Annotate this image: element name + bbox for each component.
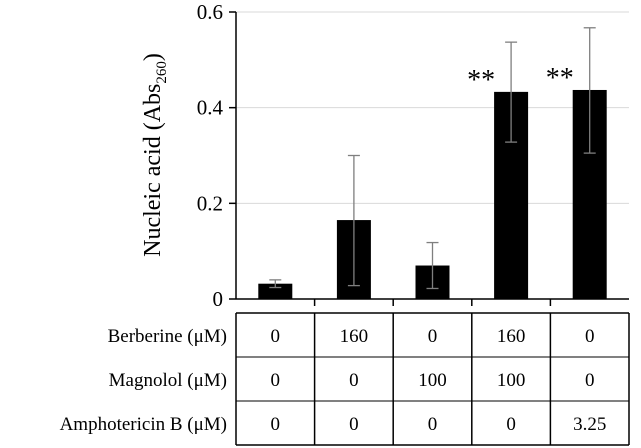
condition-cell: 160 xyxy=(497,326,526,347)
condition-cell: 0 xyxy=(349,370,359,391)
y-tick-label: 0.4 xyxy=(197,96,224,120)
condition-cell: 0 xyxy=(428,326,438,347)
condition-cell: 100 xyxy=(418,370,447,391)
y-tick-label: 0.6 xyxy=(197,0,223,24)
y-tick-label: 0.2 xyxy=(197,191,223,215)
y-tick-label: 0 xyxy=(213,287,224,311)
condition-cell: 0 xyxy=(271,326,281,347)
error-bar xyxy=(583,27,596,154)
significance-markers: ** ** xyxy=(467,63,574,96)
condition-cell: 100 xyxy=(497,370,526,391)
y-axis-label-close: ) xyxy=(140,53,166,61)
gridlines xyxy=(236,11,629,204)
error-bar xyxy=(505,41,518,143)
condition-cell: 0 xyxy=(506,414,516,435)
condition-cell: 160 xyxy=(340,326,369,347)
condition-row-label: Amphotericin B (μM) xyxy=(60,414,227,435)
significance-marker: ** xyxy=(467,65,495,96)
significance-marker: ** xyxy=(546,63,574,94)
bar xyxy=(258,283,293,299)
condition-table: Berberine (μM) 0 160 0 160 0 Magnolol (μM) 0 0 10… xyxy=(60,312,630,446)
condition-cell: 0 xyxy=(271,414,281,435)
error-bar xyxy=(269,279,282,289)
condition-row-label: Magnolol (μM) xyxy=(109,370,227,391)
y-axis-label-subscript: 260 xyxy=(154,61,170,84)
condition-cell: 0 xyxy=(271,370,281,391)
y-axis-label: Nucleic acid (Abs260) xyxy=(140,53,170,257)
condition-cell: 3.25 xyxy=(573,414,606,435)
condition-cell: 0 xyxy=(585,326,595,347)
error-bars xyxy=(269,27,596,290)
y-axis-label-main: Nucleic acid (Abs xyxy=(140,84,166,257)
condition-cell: 0 xyxy=(428,414,438,435)
error-bar xyxy=(347,154,360,287)
condition-row-label: Berberine (μM) xyxy=(108,326,227,347)
condition-cell: 0 xyxy=(349,414,359,435)
y-axis: 0 0.2 0.4 0.6 xyxy=(197,0,629,311)
error-bar xyxy=(426,241,439,290)
condition-cell: 0 xyxy=(585,370,595,391)
